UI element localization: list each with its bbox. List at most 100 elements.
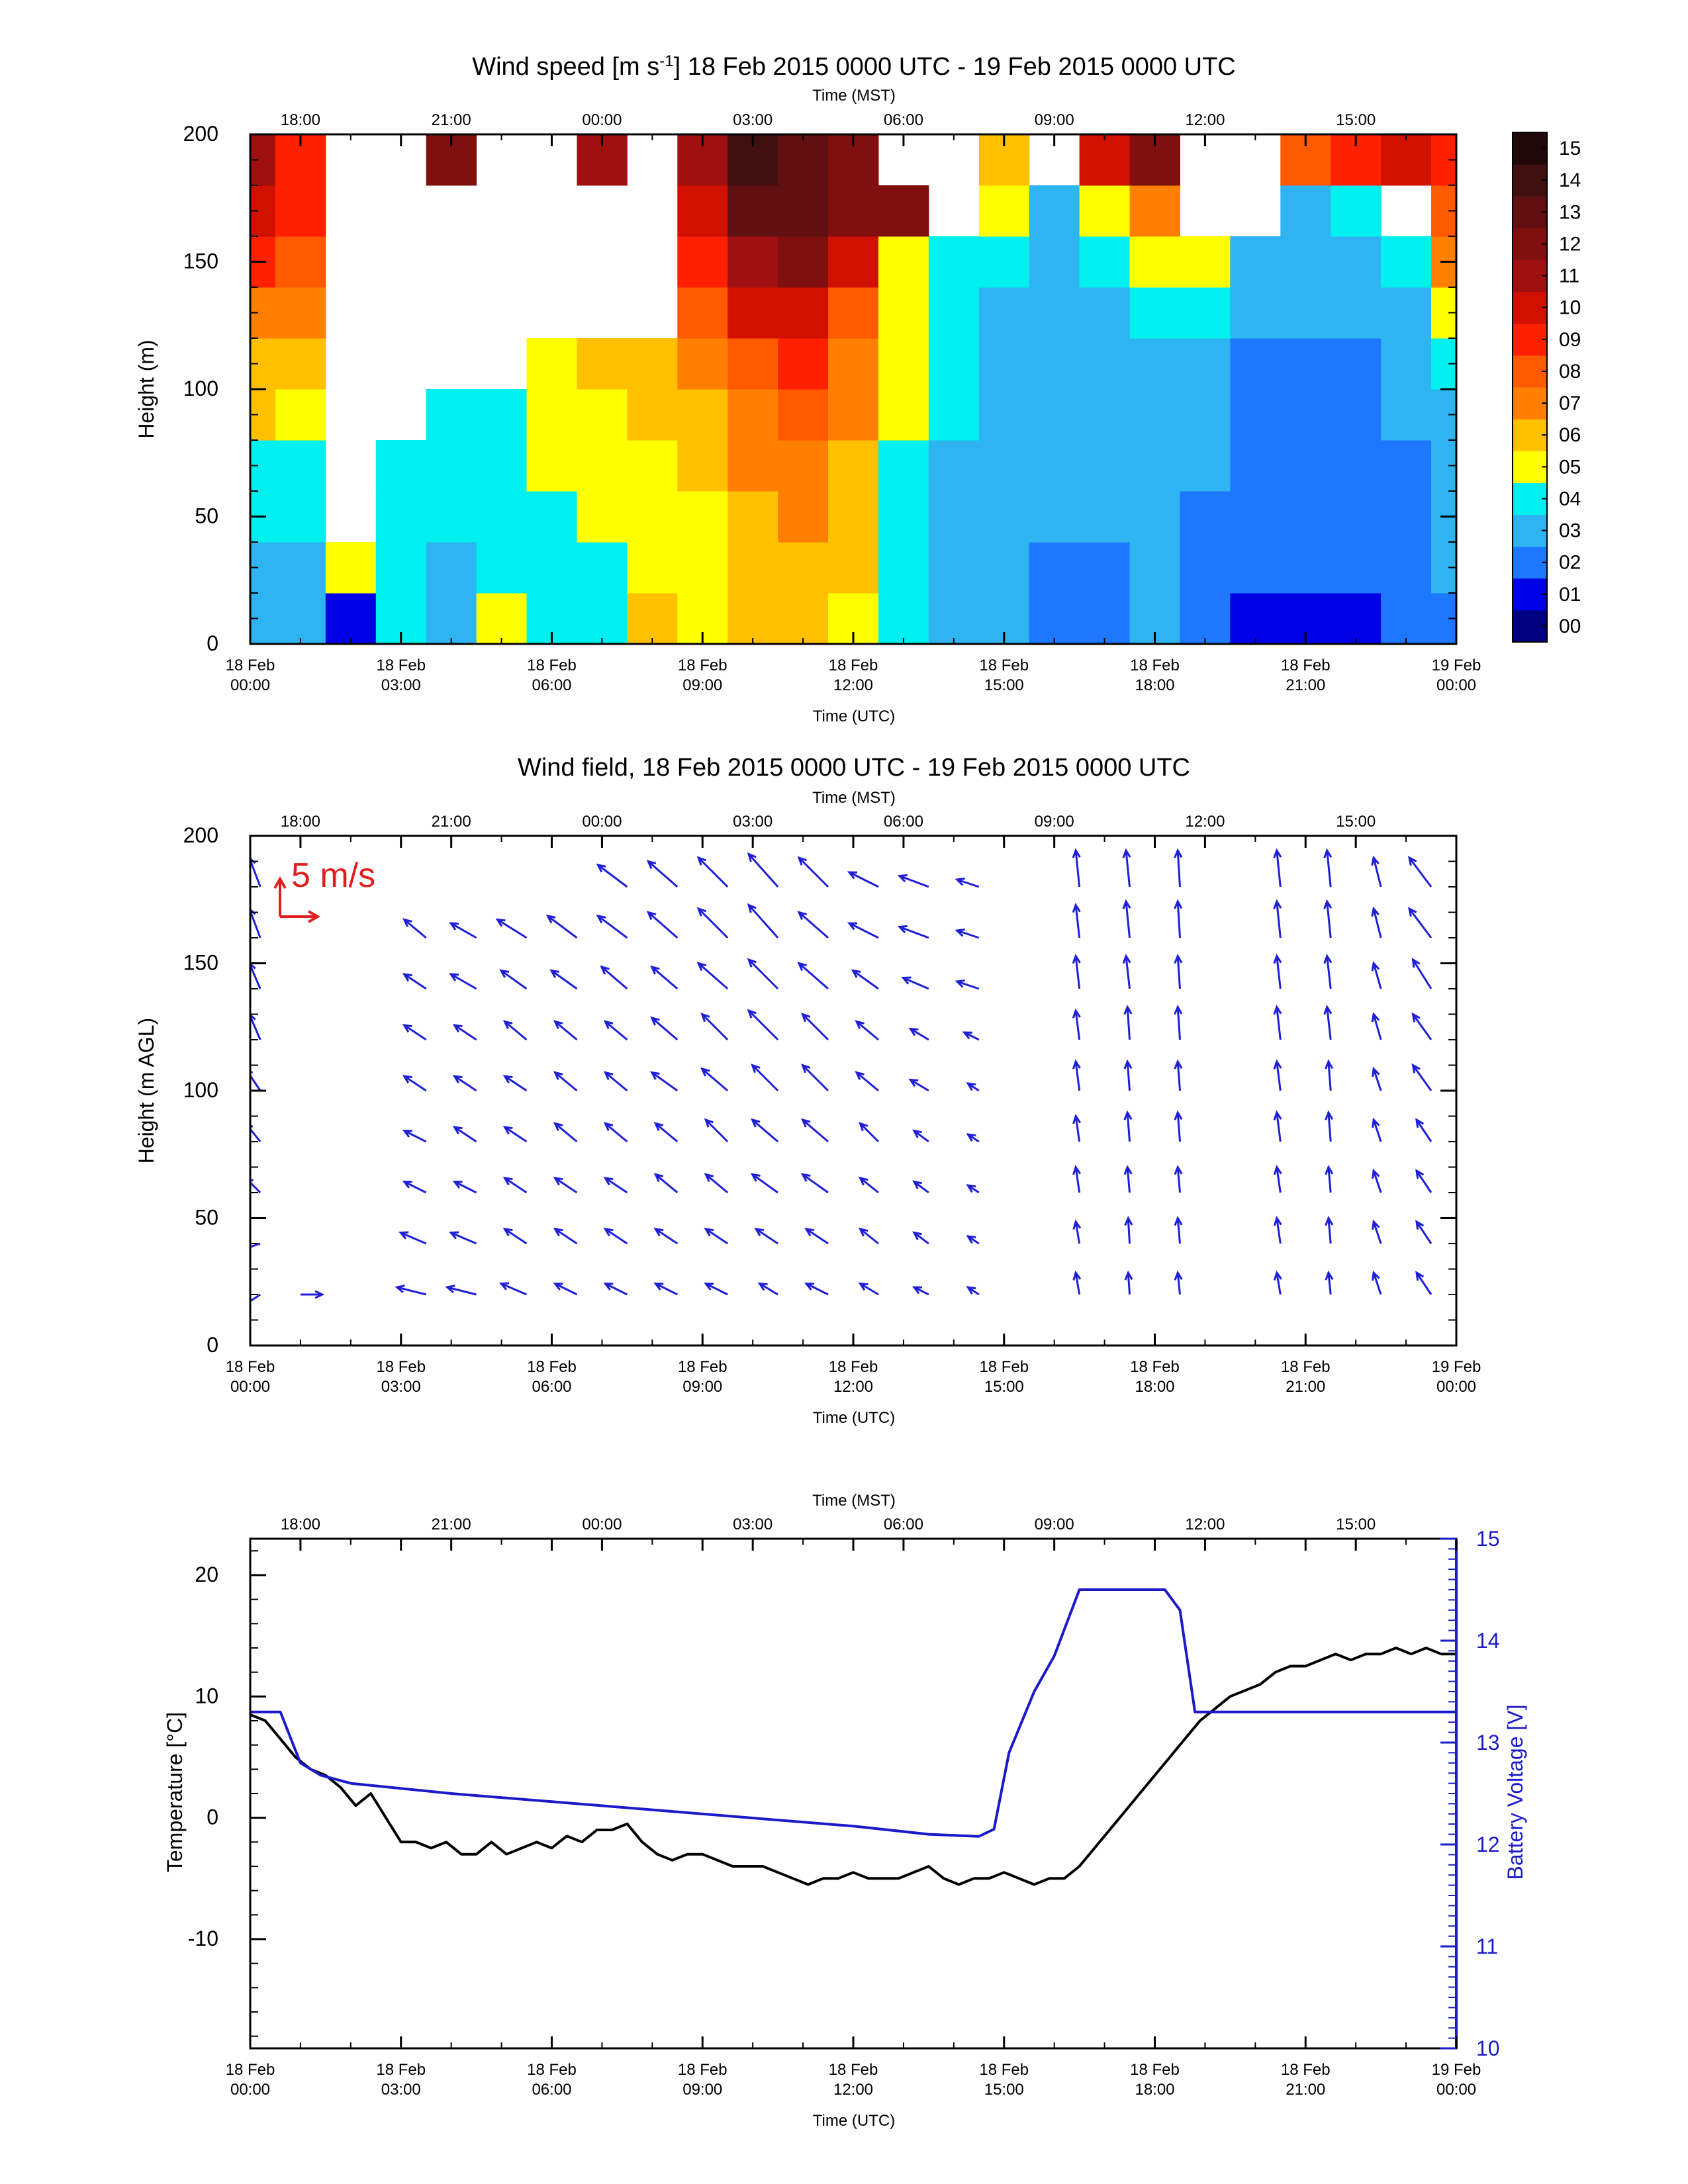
- wind-arrow: [596, 914, 628, 939]
- y-tick-label: 0: [207, 1333, 218, 1357]
- wind-arrow: [757, 1282, 778, 1296]
- heatmap-cell: [828, 491, 879, 543]
- wind-arrow: [1273, 848, 1282, 887]
- x-tick-label-date: 18 Feb: [829, 2061, 878, 2079]
- wind-arrow: [1123, 1110, 1133, 1142]
- wind-arrow: [1122, 954, 1131, 989]
- heatmap-cell: [928, 287, 980, 339]
- heatmap-cell: [978, 542, 1030, 594]
- heatmap-cell: [1079, 389, 1131, 441]
- heatmap-cell: [1331, 593, 1382, 644]
- colorbar-segment: [1513, 451, 1547, 483]
- wind-arrow: [797, 962, 829, 990]
- heatmap-cell: [627, 491, 678, 543]
- top-tick-label: 09:00: [1035, 1516, 1074, 1533]
- heatmap-cell: [878, 542, 929, 594]
- heatmap-cell: [325, 542, 377, 594]
- colorbar-label: 09: [1559, 329, 1581, 351]
- wind-arrow: [449, 973, 477, 990]
- y2-tick-label: 10: [1476, 2036, 1500, 2060]
- x-tick-label-date: 19 Feb: [1432, 2061, 1481, 2079]
- heatmap-cell: [828, 542, 879, 594]
- heatmap-cell: [1029, 491, 1080, 543]
- wind-arrow: [1072, 1270, 1082, 1295]
- colorbar-segment: [1513, 482, 1547, 515]
- wind-arrow: [1072, 903, 1081, 938]
- colorbar-segment: [1513, 132, 1547, 165]
- x-tick-label-date: 18 Feb: [979, 2061, 1029, 2079]
- wind-arrow: [966, 1286, 980, 1296]
- heatmap-cell: [828, 440, 879, 492]
- x-tick-label-time: 12:00: [833, 1378, 873, 1396]
- heatmap-cell: [727, 236, 778, 288]
- heatmap-cell: [1079, 440, 1131, 492]
- heatmap-cell: [1180, 440, 1231, 492]
- heatmap-cell: [1331, 389, 1382, 441]
- wind-arrow: [1174, 954, 1183, 989]
- x-tick-label-date: 18 Feb: [829, 657, 878, 674]
- wind-speed-heatmap: [250, 134, 1456, 644]
- wind-arrow: [1174, 1059, 1183, 1091]
- heatmap-cell: [828, 389, 879, 441]
- wind-field-panel: Wind field, 18 Feb 2015 0000 UTC - 19 Fe…: [134, 754, 1481, 1427]
- heatmap-cell: [526, 389, 577, 441]
- panel3-axes: 18 Feb 00:00 18 Feb 03:00 18 Feb 06:00 18 Feb 0…: [188, 1516, 1500, 2099]
- wind-arrow: [1323, 1005, 1333, 1040]
- wind-arrow: [855, 1020, 879, 1041]
- heatmap-cell: [878, 440, 929, 492]
- wind-arrow: [747, 903, 779, 938]
- heatmap-cell: [1280, 236, 1331, 288]
- heatmap-cell: [1331, 287, 1382, 339]
- wind-arrow: [800, 1118, 829, 1143]
- top-tick-label: 15:00: [1336, 1516, 1376, 1533]
- heatmap-cell: [426, 542, 477, 594]
- colorbar-segment: [1513, 546, 1547, 579]
- heatmap-cell: [1331, 440, 1382, 492]
- heatmap-cell: [928, 542, 980, 594]
- x-tick-label-date: 18 Feb: [829, 1358, 878, 1376]
- colorbar-segment: [1513, 419, 1547, 451]
- x-tick-label-time: 18:00: [1135, 2081, 1174, 2099]
- wind-arrow: [797, 911, 829, 939]
- heatmap-cell: [275, 338, 326, 390]
- heatmap-cell: [878, 593, 929, 644]
- panel3-frame: [249, 1537, 1458, 2050]
- heatmap-cell: [526, 542, 577, 594]
- wind-arrow: [1124, 1216, 1133, 1244]
- wind-speed-panel: Wind speed [m s-1] 18 Feb 2015 0000 UTC …: [134, 52, 1581, 726]
- wind-arrow: [858, 1176, 879, 1194]
- heatmap-cell: [375, 440, 427, 492]
- wind-arrow: [250, 1293, 261, 1302]
- heatmap-cell: [1079, 236, 1131, 288]
- heatmap-cell: [778, 593, 829, 644]
- heatmap-cell: [1230, 338, 1281, 390]
- heatmap-cell: [978, 389, 1030, 441]
- panel3-xlabel: Time (UTC): [813, 2112, 895, 2130]
- wind-arrow: [847, 922, 879, 939]
- heatmap-cell: [275, 287, 326, 339]
- x-tick-label-time: 21:00: [1286, 1378, 1325, 1396]
- top-tick-label: 03:00: [733, 1516, 773, 1533]
- wind-arrow: [300, 1290, 325, 1299]
- heatmap-cell: [1381, 236, 1432, 288]
- wind-arrow: [649, 1071, 679, 1092]
- y-tick-label: 200: [183, 823, 218, 847]
- wind-arrow: [653, 1228, 679, 1245]
- wind-arrow: [696, 962, 729, 990]
- top-tick-label: 00:00: [582, 813, 622, 831]
- wind-arrow: [966, 1184, 980, 1194]
- panel3-y2label: Battery Voltage [V]: [1503, 1704, 1527, 1880]
- colorbar-segment: [1513, 164, 1547, 197]
- wind-arrow: [1123, 1165, 1133, 1193]
- wind-arrow: [955, 878, 980, 888]
- x-tick-label-time: 00:00: [230, 1378, 270, 1396]
- heatmap-cell: [275, 542, 326, 594]
- heatmap-cell: [1331, 236, 1382, 288]
- colorbar-label: 00: [1559, 615, 1581, 637]
- heatmap-cell: [727, 185, 778, 237]
- heatmap-cell: [978, 287, 1030, 339]
- x-tick-label-date: 18 Feb: [678, 1358, 727, 1376]
- heatmap-cell: [1230, 389, 1281, 441]
- heatmap-cell: [928, 236, 980, 288]
- colorbar-label: 02: [1559, 552, 1581, 574]
